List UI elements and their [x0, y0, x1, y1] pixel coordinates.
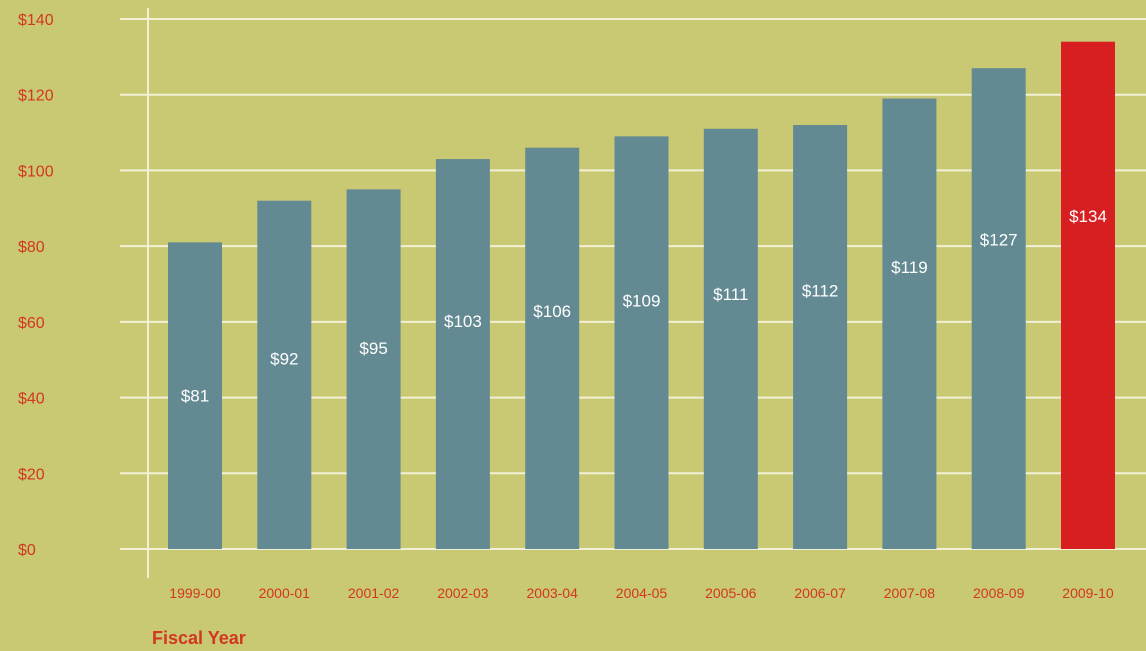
x-tick-label: 2003-04 [527, 585, 579, 601]
y-tick-label: $20 [18, 466, 45, 483]
y-tick-label: $40 [18, 391, 45, 408]
y-tick-label: $140 [18, 12, 54, 29]
y-tick-label: $100 [18, 163, 54, 180]
bar [525, 147, 580, 549]
y-tick-label: $120 [18, 88, 54, 105]
data-label: $106 [533, 302, 571, 321]
data-label: $112 [802, 282, 839, 301]
x-axis-title: Fiscal Year [152, 628, 246, 648]
x-tick-label: 2000-01 [259, 585, 311, 601]
data-label: $95 [359, 339, 387, 358]
data-label: $119 [891, 258, 928, 277]
bar [168, 242, 222, 549]
bar [257, 200, 312, 549]
data-label: $92 [270, 349, 298, 368]
data-label: $127 [980, 231, 1018, 250]
y-tick-label: $80 [18, 239, 45, 256]
x-tick-label: 2007-08 [884, 585, 936, 601]
bar [435, 159, 490, 550]
data-label: $103 [444, 312, 482, 331]
bar [882, 98, 937, 549]
data-label: $134 [1069, 207, 1107, 226]
x-tick-label: 2006-07 [794, 585, 846, 601]
bar [703, 128, 758, 550]
x-tick-label: 2008-09 [973, 585, 1025, 601]
x-tick-label: 2001-02 [348, 585, 400, 601]
y-tick-label: $60 [18, 315, 45, 332]
y-axis-ticks: $0 $20 $40 $60 $80 $100 $120 $140 [18, 12, 54, 559]
data-labels: $81 $92 $95 $103 $106 $109 $111 $112 $119 $127 $13… [181, 207, 1107, 406]
data-label: $109 [623, 292, 661, 311]
x-tick-label: 2004-05 [616, 585, 668, 601]
x-tick-label: 2009-10 [1062, 585, 1114, 601]
bar [971, 68, 1026, 549]
x-tick-label: 2002-03 [437, 585, 489, 601]
bars [168, 41, 1115, 550]
x-tick-label: 1999-00 [169, 585, 221, 601]
bar [793, 125, 848, 549]
x-tick-label: 2005-06 [705, 585, 757, 601]
y-tick-label: $0 [18, 542, 36, 559]
data-label: $81 [181, 387, 209, 406]
bar [346, 189, 401, 549]
bar-highlighted [1061, 41, 1115, 549]
x-axis-ticks: 1999-00 2000-01 2001-02 2002-03 2003-04 2004-… [169, 585, 1114, 601]
bar [614, 136, 669, 549]
data-label: $111 [713, 285, 748, 304]
